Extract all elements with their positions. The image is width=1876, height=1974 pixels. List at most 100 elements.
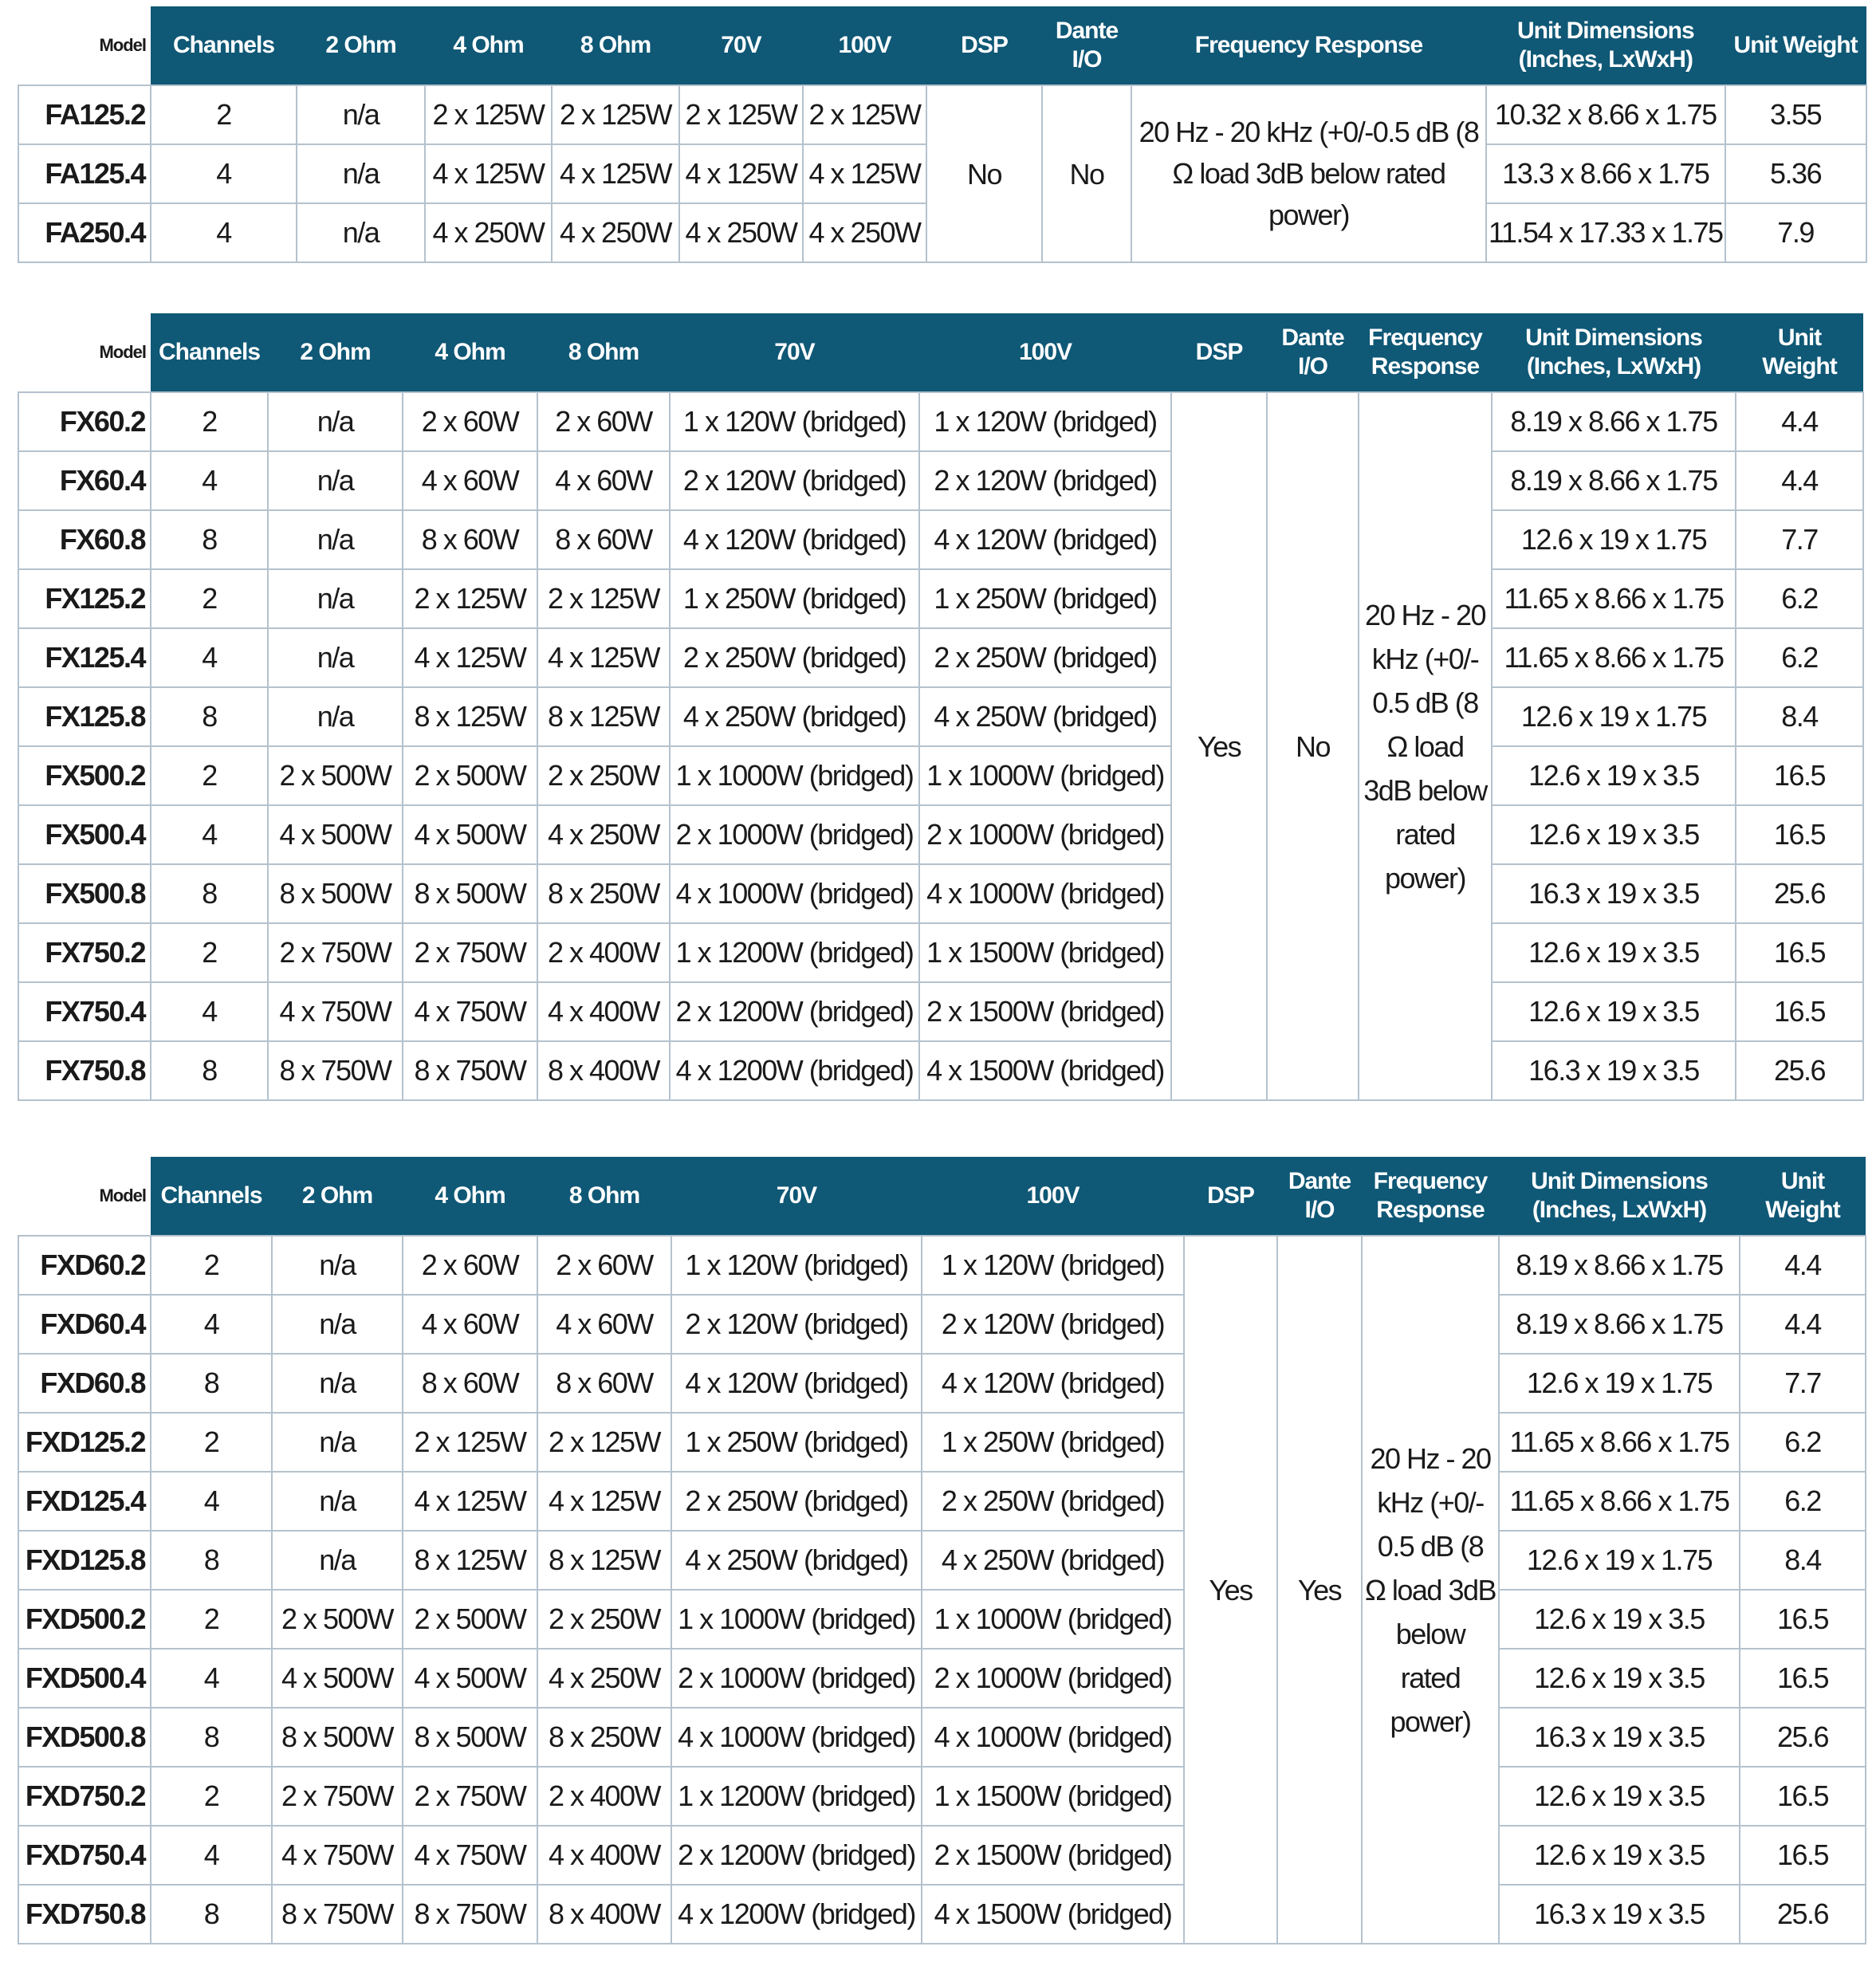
model-name: FA125.2 xyxy=(18,85,151,145)
cell: 3.55 xyxy=(1724,85,1867,145)
column-header: Channels xyxy=(151,313,268,392)
table-row: FXD750.2 2 2 x 750W 2 x 750W 2 x 400W 1 x 120… xyxy=(18,1766,1866,1827)
cell: n/a xyxy=(296,144,426,204)
table-row: FXD125.2 2 n/a 2 x 125W 2 x 125W 1 x 250W (br… xyxy=(18,1412,1866,1473)
cell: n/a xyxy=(271,1294,403,1355)
dante-cell: Yes xyxy=(1276,1235,1363,1945)
table-row: FXD60.8 8 n/a 8 x 60W 8 x 60W 4 x 120W (bridg… xyxy=(18,1353,1866,1414)
column-header: Model xyxy=(18,1157,151,1236)
table-row: FX750.4 4 4 x 750W 4 x 750W 4 x 400W 2 x 1200… xyxy=(18,981,1864,1042)
model-name: FXD500.4 xyxy=(18,1648,151,1709)
table-row: FX750.2 2 2 x 750W 2 x 750W 2 x 400W 1 x 1200… xyxy=(18,922,1864,983)
cell: 8 x 750W xyxy=(267,1040,403,1101)
column-header: Unit Dimensions (Inches, LxWxH) xyxy=(1492,313,1736,392)
table-row: FXD125.8 8 n/a 8 x 125W 8 x 125W 4 x 250W (br… xyxy=(18,1530,1866,1591)
cell: 2 x 500W xyxy=(402,745,538,806)
cell: 12.6 x 19 x 3.5 xyxy=(1498,1766,1740,1827)
cell: 1 x 120W (bridged) xyxy=(921,1235,1185,1296)
cell: 2 xyxy=(150,1412,273,1473)
cell: 16.5 xyxy=(1735,922,1864,983)
cell: 2 x 250W (bridged) xyxy=(921,1471,1185,1532)
column-header: Unit Weight xyxy=(1736,313,1863,392)
cell: 4 x 500W xyxy=(271,1648,403,1709)
cell: n/a xyxy=(271,1471,403,1532)
cell: 8 x 60W xyxy=(537,1353,672,1414)
cell: 1 x 1200W (bridged) xyxy=(669,922,920,983)
cell: 4 x 250W xyxy=(537,804,671,865)
cell: 2 x 500W xyxy=(267,745,403,806)
cell: 12.6 x 19 x 1.75 xyxy=(1498,1530,1740,1591)
cell: 4 x 750W xyxy=(402,1825,538,1886)
cell: 12.6 x 19 x 3.5 xyxy=(1498,1825,1740,1886)
table-row: FX750.8 8 8 x 750W 8 x 750W 8 x 400W 4 x 1200… xyxy=(18,1040,1864,1101)
cell: 4 x 60W xyxy=(537,1294,672,1355)
column-header: 100V xyxy=(922,1157,1184,1236)
column-header: Dante I/O xyxy=(1267,313,1359,392)
table-row: FA125.2 2 n/a 2 x 125W 2 x 125W 2 x 125W 2 x 1… xyxy=(18,85,1867,263)
cell: 8 x 60W xyxy=(402,509,538,570)
column-header: 70V xyxy=(670,313,919,392)
cell: 2 x 250W xyxy=(537,1589,672,1650)
cell: 2 x 250W xyxy=(537,745,671,806)
model-name: FXD500.8 xyxy=(18,1707,151,1768)
cell: 4 x 125W xyxy=(537,627,671,688)
cell: 8.19 x 8.66 x 1.75 xyxy=(1491,391,1736,452)
cell: 2 x 750W xyxy=(402,922,538,983)
model-name: FXD750.2 xyxy=(18,1766,151,1827)
column-header: DSP xyxy=(926,6,1042,85)
cell: 4 xyxy=(150,804,269,865)
cell: 2 xyxy=(150,922,269,983)
cell: n/a xyxy=(271,1353,403,1414)
column-header: 4 Ohm xyxy=(403,313,537,392)
cell: 2 xyxy=(150,745,269,806)
cell: 25.6 xyxy=(1739,1707,1866,1768)
cell: 1 x 120W (bridged) xyxy=(671,1235,922,1296)
cell: 4 xyxy=(150,144,297,204)
cell: 2 x 1200W (bridged) xyxy=(669,981,920,1042)
cell: 4 xyxy=(150,203,297,263)
model-name: FX500.4 xyxy=(18,804,151,865)
table-row: FXD60.4 4 n/a 4 x 60W 4 x 60W 2 x 120W (bridg… xyxy=(18,1294,1866,1355)
cell: 12.6 x 19 x 3.5 xyxy=(1498,1589,1740,1650)
column-header: Model xyxy=(18,6,151,85)
cell: 4 x 120W (bridged) xyxy=(921,1353,1185,1414)
cell: 16.5 xyxy=(1735,804,1864,865)
column-header: Frequency Response xyxy=(1359,313,1492,392)
table-row: FX500.8 8 8 x 500W 8 x 500W 8 x 250W 4 x 1000… xyxy=(18,863,1864,924)
cell: n/a xyxy=(267,450,403,511)
cell: 2 x 750W xyxy=(271,1766,403,1827)
cell: 8 xyxy=(150,1884,273,1945)
dsp-cell: Yes xyxy=(1170,391,1268,1101)
cell: 8 x 125W xyxy=(537,686,671,747)
table-row: FX500.4 4 4 x 500W 4 x 500W 4 x 250W 2 x 1000… xyxy=(18,804,1864,865)
table-row: FXD750.4 4 4 x 750W 4 x 750W 4 x 400W 2 x 120… xyxy=(18,1825,1866,1886)
cell: 8 xyxy=(150,1040,269,1101)
cell: 11.54 x 17.33 x 1.75 xyxy=(1485,203,1726,263)
dsp-cell: Yes xyxy=(1183,1235,1278,1945)
cell: 16.5 xyxy=(1739,1648,1866,1709)
cell: 25.6 xyxy=(1735,1040,1864,1101)
cell: 1 x 1000W (bridged) xyxy=(669,745,920,806)
cell: 4 x 250W (bridged) xyxy=(671,1530,922,1591)
column-header: Dante I/O xyxy=(1277,1157,1362,1236)
cell: 8 x 400W xyxy=(537,1040,671,1101)
table-row: FXD60.2 2 n/a 2 x 60W 2 x 60W 1 x 120W (bridg… xyxy=(18,1235,1866,1945)
column-header: 4 Ohm xyxy=(403,1157,537,1236)
cell: 2 xyxy=(150,85,297,145)
model-name: FX125.4 xyxy=(18,627,151,688)
model-name: FX750.4 xyxy=(18,981,151,1042)
model-name: FX125.2 xyxy=(18,568,151,629)
cell: 4 x 1500W (bridged) xyxy=(918,1040,1172,1101)
model-name: FX750.2 xyxy=(18,922,151,983)
cell: 8 x 500W xyxy=(271,1707,403,1768)
model-name: FA125.4 xyxy=(18,144,151,204)
cell: 4 x 250W xyxy=(802,203,927,263)
cell: 1 x 1500W (bridged) xyxy=(918,922,1172,983)
cell: 7.7 xyxy=(1739,1353,1866,1414)
cell: 4 x 1200W (bridged) xyxy=(669,1040,920,1101)
frequency-response: 20 Hz - 20 kHz (+0/- 0.5 dB (8 Ω load 3d… xyxy=(1361,1235,1500,1945)
cell: 4 x 250W (bridged) xyxy=(669,686,920,747)
cell: n/a xyxy=(271,1530,403,1591)
cell: 8 x 500W xyxy=(402,863,538,924)
cell: 4 x 1000W (bridged) xyxy=(918,863,1172,924)
